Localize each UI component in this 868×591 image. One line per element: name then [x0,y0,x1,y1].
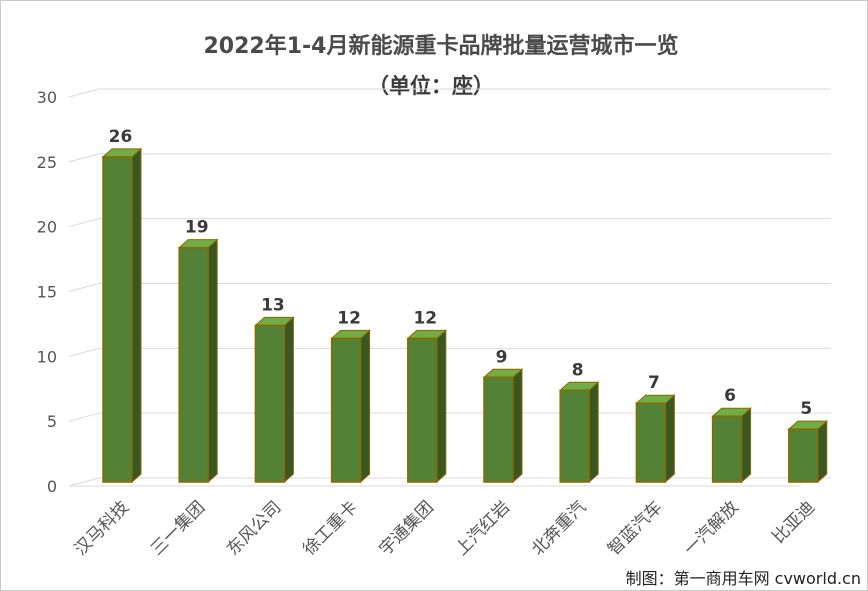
x-tick-label: 比亚迪 [769,497,819,547]
value-label: 26 [109,127,133,147]
value-label: 5 [800,399,812,419]
bar [787,420,829,484]
bar [177,238,219,484]
chart-subtitle: （单位：座） [368,74,494,98]
gridline-depth [68,88,100,98]
x-tick-label: 宇通集团 [376,497,438,559]
bar-side [360,329,371,484]
credit-text: 制图：第一商用车网 cvworld.cn [626,569,861,588]
bar-side [817,420,828,484]
value-label: 12 [413,308,437,328]
value-label: 8 [572,360,584,380]
x-tick-label: 上汽红岩 [452,497,514,559]
bar [711,407,752,484]
gridline-depth [68,347,100,357]
bar-side [588,381,599,484]
bar-front [330,337,362,483]
y-tick-label: 0 [47,477,57,496]
bar-front [483,376,514,483]
bar [330,329,371,484]
y-tick-label: 5 [47,412,57,431]
y-axis-ticks: 0 5 10 15 20 25 30 [37,88,57,496]
bars [101,147,829,484]
bar-front [102,156,133,483]
x-tick-label: 汉马科技 [71,497,133,559]
bar-front [711,415,743,483]
x-tick-label: 北奔重汽 [528,497,590,559]
bar-front [559,389,590,483]
gridline-depth [68,477,100,487]
value-label: 13 [261,295,285,315]
bar [482,368,524,484]
x-tick-label: 东风公司 [223,497,285,559]
x-axis-ticks: 汉马科技 三一集团 东风公司 徐工重卡 宇通集团 上汽红岩 北奔重汽 智蓝汽车 一汽解放 比亚迪 [71,497,819,559]
bar [635,394,676,484]
gridline-depth [68,283,100,292]
bar-front [178,246,209,483]
bar-front [635,402,667,483]
bar-front [788,428,819,483]
value-label: 6 [724,386,736,406]
value-label: 9 [496,347,508,367]
bar-side [207,238,218,484]
value-label: 19 [185,218,209,238]
bar [101,147,143,484]
bar-side [436,329,447,484]
bar [406,329,448,484]
bar [254,316,295,484]
chart-title: 2022年1-4月新能源重卡品牌批量运营城市一览 [204,33,679,59]
bar [558,381,600,484]
x-tick-label: 智蓝汽车 [604,497,666,559]
value-label: 12 [337,308,361,328]
bar-side [283,316,294,484]
y-tick-label: 15 [37,283,57,302]
bar-side [512,368,523,484]
y-tick-label: 10 [37,347,57,366]
gridlines [68,88,831,487]
bar-side [741,407,752,484]
y-tick-label: 25 [37,153,57,172]
x-tick-label: 一汽解放 [680,497,742,559]
value-labels: 26 19 13 12 12 9 8 7 6 5 [109,127,813,419]
y-tick-label: 20 [37,218,57,237]
y-tick-label: 30 [37,88,57,107]
bar-front [254,324,286,483]
gridline-depth [68,412,100,422]
bar-side [664,394,675,484]
gridline-depth [68,218,100,228]
x-tick-label: 三一集团 [147,497,209,559]
bar-front [407,337,438,483]
value-label: 7 [648,373,660,393]
bar-side [131,147,142,484]
gridline-depth [68,153,100,163]
x-tick-label: 徐工重卡 [299,497,361,559]
